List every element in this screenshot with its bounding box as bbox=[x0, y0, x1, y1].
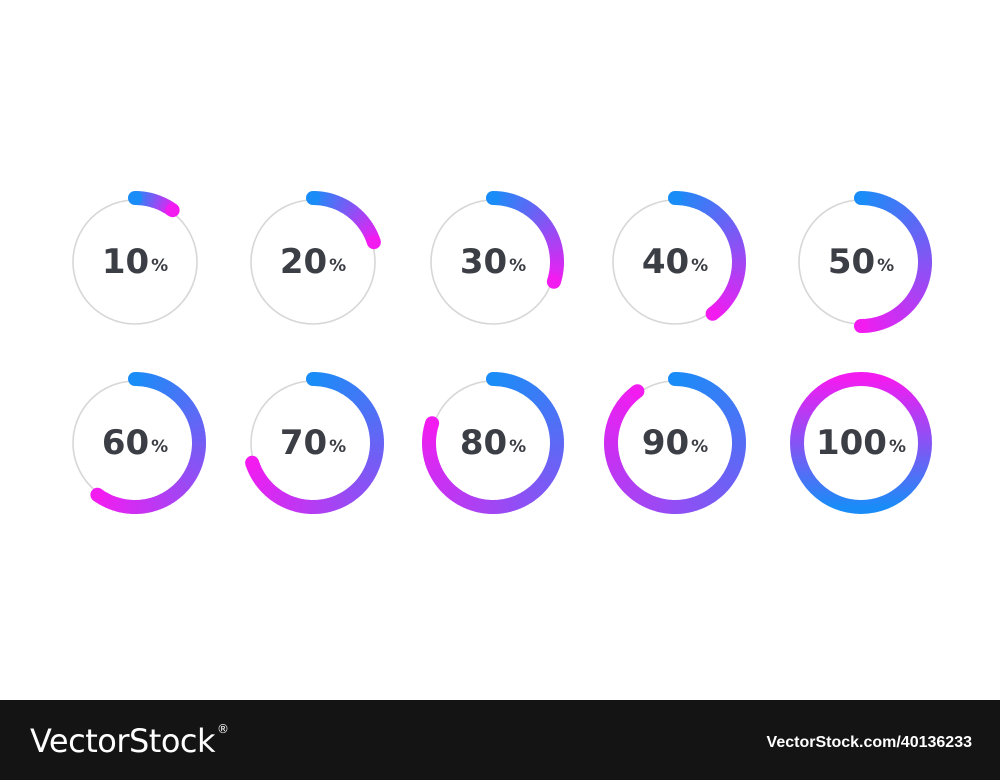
percent-sign: % bbox=[329, 436, 347, 457]
progress-arc bbox=[854, 191, 933, 333]
progress-ring-20: 20% bbox=[238, 187, 388, 337]
progress-ring-60: 60% bbox=[60, 368, 210, 518]
registered-mark: ® bbox=[217, 722, 229, 736]
progress-arc bbox=[128, 191, 180, 218]
progress-ring-50: 50% bbox=[786, 187, 936, 337]
progress-ring-100: 100% bbox=[786, 368, 936, 518]
percent-number: 100 bbox=[815, 423, 887, 463]
percent-number: 10 bbox=[101, 242, 150, 282]
progress-ring-70: 70% bbox=[238, 368, 388, 518]
progress-arc bbox=[90, 372, 207, 515]
percent-sign: % bbox=[151, 255, 169, 276]
progress-indicator-grid: 10% 20% 30% 40% 50% 60% 70% 80% 90% 100% bbox=[60, 187, 936, 518]
progress-arc bbox=[306, 191, 381, 250]
percent-sign: % bbox=[888, 436, 907, 457]
percent-number: 60 bbox=[101, 423, 150, 463]
progress-arc bbox=[603, 372, 747, 515]
progress-ring-10: 10% bbox=[60, 187, 210, 337]
vectorstock-logo: VectorStock ® bbox=[30, 722, 229, 760]
percent-number: 80 bbox=[459, 423, 508, 463]
percent-label: 70% bbox=[238, 368, 388, 518]
progress-arc bbox=[245, 372, 385, 515]
progress-ring-80: 80% bbox=[418, 368, 568, 518]
percent-number: 30 bbox=[459, 242, 508, 282]
progress-arc bbox=[421, 372, 565, 515]
progress-ring-90: 90% bbox=[600, 368, 750, 518]
percent-label: 10% bbox=[60, 187, 210, 337]
image-url: VectorStock.com/40136233 bbox=[766, 734, 972, 751]
percent-label: 40% bbox=[600, 187, 750, 337]
percent-number: 20 bbox=[279, 242, 328, 282]
percent-label: 50% bbox=[786, 187, 936, 337]
watermark-footer: VectorStock ® VectorStock.com/40136233 bbox=[0, 700, 1000, 780]
percent-sign: % bbox=[691, 255, 709, 276]
percent-label: 20% bbox=[238, 187, 388, 337]
progress-ring-40: 40% bbox=[600, 187, 750, 337]
progress-arc bbox=[486, 191, 565, 289]
percent-sign: % bbox=[151, 436, 169, 457]
percent-label: 100% bbox=[786, 368, 936, 518]
percent-label: 80% bbox=[418, 368, 568, 518]
progress-arc bbox=[790, 372, 932, 514]
percent-label: 60% bbox=[60, 368, 210, 518]
percent-label: 90% bbox=[600, 368, 750, 518]
progress-ring-30: 30% bbox=[418, 187, 568, 337]
percent-number: 70 bbox=[279, 423, 328, 463]
percent-number: 50 bbox=[827, 242, 876, 282]
percent-number: 40 bbox=[641, 242, 690, 282]
percent-sign: % bbox=[509, 436, 527, 457]
progress-arc bbox=[668, 191, 747, 321]
percent-sign: % bbox=[329, 255, 347, 276]
percent-sign: % bbox=[877, 255, 895, 276]
percent-sign: % bbox=[509, 255, 527, 276]
percent-label: 30% bbox=[418, 187, 568, 337]
brand-name: VectorStock bbox=[30, 722, 216, 760]
percent-number: 90 bbox=[641, 423, 690, 463]
percent-sign: % bbox=[691, 436, 709, 457]
